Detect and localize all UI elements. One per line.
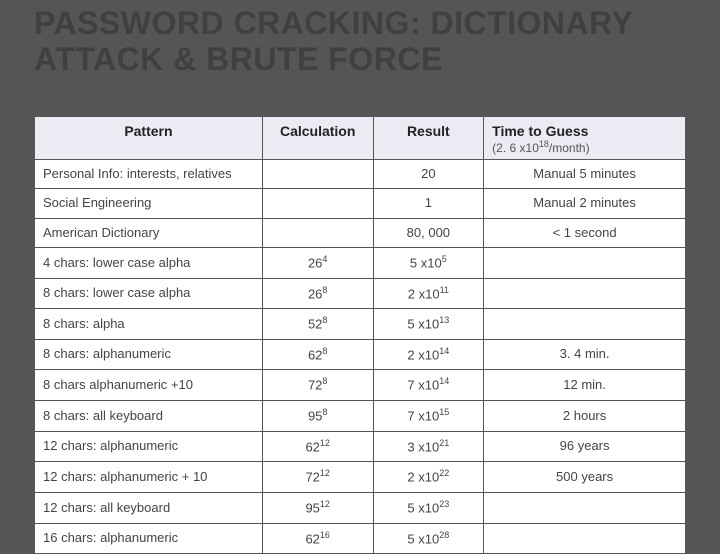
col-time-sub-head: (2. 6 x10 [492, 141, 539, 155]
cell-calculation: 264 [262, 247, 373, 278]
cell-pattern: 4 chars: lower case alpha [35, 247, 263, 278]
cell-result: 5 x105 [373, 247, 484, 278]
cell-time [484, 309, 686, 340]
cell-result: 80, 000 [373, 218, 484, 247]
cell-time: 2 hours [484, 401, 686, 432]
cracking-table: Pattern Calculation Result Time to Guess… [34, 116, 686, 554]
table-row: Personal Info: interests, relatives 20Man… [35, 160, 686, 189]
cell-result: 7 x1015 [373, 401, 484, 432]
cell-time: 12 min. [484, 370, 686, 401]
col-pattern: Pattern [35, 117, 263, 160]
cell-result: 3 x1021 [373, 431, 484, 462]
cell-time: 3. 4 min. [484, 339, 686, 370]
cell-calculation [262, 218, 373, 247]
cell-calculation: 268 [262, 278, 373, 309]
cell-result: 5 x1023 [373, 492, 484, 523]
cell-time: < 1 second [484, 218, 686, 247]
cell-pattern: 12 chars: all keyboard [35, 492, 263, 523]
table-row: 8 chars alphanumeric +107287 x101412 min… [35, 370, 686, 401]
col-calculation: Calculation [262, 117, 373, 160]
cell-pattern: Social Engineering [35, 189, 263, 218]
col-time-sub-tail: /month) [549, 141, 590, 155]
cell-result: 1 [373, 189, 484, 218]
cell-time [484, 247, 686, 278]
cell-pattern: 8 chars: alpha [35, 309, 263, 340]
table-row: 16 chars: alphanumeric62165 x1028 [35, 523, 686, 554]
cell-time [484, 278, 686, 309]
cell-calculation: 528 [262, 309, 373, 340]
page-title: PASSWORD CRACKING: DICTIONARY ATTACK & B… [34, 6, 686, 78]
cell-calculation: 6216 [262, 523, 373, 554]
cell-calculation: 6212 [262, 431, 373, 462]
cell-pattern: 8 chars: alphanumeric [35, 339, 263, 370]
cell-pattern: 8 chars: all keyboard [35, 401, 263, 432]
col-time-to-guess: Time to Guess (2. 6 x1018/month) [484, 117, 686, 160]
table-row: 12 chars: all keyboard95125 x1023 [35, 492, 686, 523]
cell-result: 2 x1022 [373, 462, 484, 493]
col-time-label: Time to Guess [492, 123, 588, 139]
cell-calculation: 7212 [262, 462, 373, 493]
cell-time [484, 492, 686, 523]
cell-calculation [262, 160, 373, 189]
cell-time: 500 years [484, 462, 686, 493]
cell-time: 96 years [484, 431, 686, 462]
cell-pattern: 16 chars: alphanumeric [35, 523, 263, 554]
col-time-sub-sup: 18 [539, 139, 549, 149]
cell-result: 5 x1028 [373, 523, 484, 554]
cell-calculation [262, 189, 373, 218]
password-cracking-table: Pattern Calculation Result Time to Guess… [34, 116, 686, 554]
table-row: American Dictionary 80, 000< 1 second [35, 218, 686, 247]
table-row: 12 chars: alphanumeric62123 x102196 year… [35, 431, 686, 462]
cell-pattern: 12 chars: alphanumeric + 10 [35, 462, 263, 493]
cell-result: 2 x1014 [373, 339, 484, 370]
table-row: 4 chars: lower case alpha2645 x105 [35, 247, 686, 278]
cell-time: Manual 5 minutes [484, 160, 686, 189]
table-row: 8 chars: alpha5285 x1013 [35, 309, 686, 340]
table-row: 8 chars: all keyboard9587 x10152 hours [35, 401, 686, 432]
cell-pattern: 8 chars: lower case alpha [35, 278, 263, 309]
col-result: Result [373, 117, 484, 160]
cell-calculation: 628 [262, 339, 373, 370]
cell-pattern: American Dictionary [35, 218, 263, 247]
cell-pattern: Personal Info: interests, relatives [35, 160, 263, 189]
col-time-sub: (2. 6 x1018/month) [492, 139, 677, 155]
table-row: 12 chars: alphanumeric + 1072122 x102250… [35, 462, 686, 493]
cell-result: 7 x1014 [373, 370, 484, 401]
cell-calculation: 728 [262, 370, 373, 401]
cell-result: 5 x1013 [373, 309, 484, 340]
slide: PASSWORD CRACKING: DICTIONARY ATTACK & B… [0, 0, 720, 540]
cell-calculation: 958 [262, 401, 373, 432]
table-row: 8 chars: lower case alpha2682 x1011 [35, 278, 686, 309]
cell-pattern: 12 chars: alphanumeric [35, 431, 263, 462]
table-header-row: Pattern Calculation Result Time to Guess… [35, 117, 686, 160]
table-row: 8 chars: alphanumeric6282 x10143. 4 min. [35, 339, 686, 370]
cell-pattern: 8 chars alphanumeric +10 [35, 370, 263, 401]
cell-result: 20 [373, 160, 484, 189]
cell-time [484, 523, 686, 554]
cell-calculation: 9512 [262, 492, 373, 523]
cell-result: 2 x1011 [373, 278, 484, 309]
cell-time: Manual 2 minutes [484, 189, 686, 218]
table-body: Personal Info: interests, relatives 20Man… [35, 160, 686, 554]
table-row: Social Engineering 1Manual 2 minutes [35, 189, 686, 218]
